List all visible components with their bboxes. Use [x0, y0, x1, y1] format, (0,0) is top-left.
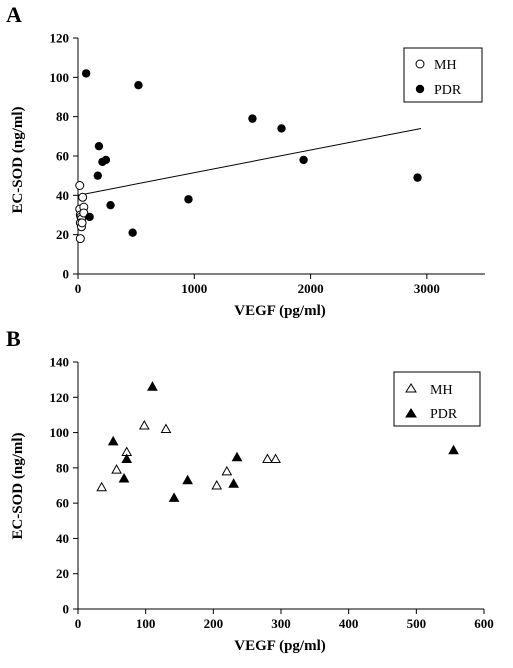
pdr-data-point	[106, 200, 115, 210]
y-tick-label: 100	[50, 425, 70, 440]
mh-data-point	[111, 464, 122, 474]
mh-data-point	[78, 192, 88, 202]
y-tick-label: 100	[50, 70, 70, 85]
panel-a-points	[75, 69, 422, 244]
y-tick-label: 120	[50, 390, 70, 405]
pdr-data-point	[101, 155, 111, 165]
y-tick-label: 0	[63, 267, 70, 282]
y-tick-label: 60	[56, 149, 69, 164]
panel-a-legend-mh-label: MH	[434, 58, 457, 73]
pdr-data-point	[94, 141, 104, 151]
pdr-data-point	[248, 114, 257, 123]
panel-a-legend: MH PDR	[403, 47, 483, 103]
panel-b-legend-mh-marker	[405, 383, 417, 393]
x-tick-label: 2000	[298, 281, 324, 296]
x-tick-label: 500	[407, 616, 427, 631]
panel-a-legend-pdr-marker	[415, 84, 425, 94]
x-tick-label: 400	[339, 616, 359, 631]
panel-a-x-axis-title: VEGF (pg/ml)	[234, 303, 326, 319]
pdr-data-point	[277, 124, 286, 133]
panel-a-legend-box	[403, 47, 483, 103]
y-tick-label: 60	[56, 496, 69, 511]
y-tick-label: 40	[56, 188, 69, 203]
mh-data-point	[262, 453, 273, 464]
panel-b-y-ticks: 0 20 40 60 80 100 120 140	[50, 355, 78, 617]
x-tick-label: 300	[271, 616, 291, 631]
pdr-data-point	[231, 451, 243, 462]
panel-b-y-axis-title: EC-SOD (ng/ml)	[10, 432, 26, 539]
y-tick-label: 120	[50, 31, 70, 46]
pdr-data-point	[413, 173, 422, 182]
mh-data-point	[75, 181, 85, 190]
mh-data-point	[138, 419, 150, 430]
y-tick-label: 20	[56, 566, 69, 581]
panel-a-legend-mh-marker	[415, 59, 425, 69]
mh-data-point	[77, 218, 87, 228]
pdr-data-point	[299, 155, 308, 165]
mh-data-point	[96, 481, 108, 492]
y-tick-label: 140	[50, 355, 70, 370]
panel-a-letter: A	[6, 2, 22, 27]
panel-b-letter: B	[6, 326, 21, 351]
panel-b: B 0 20 40 60 80 100 120 140 0 100 200 300 400 500 600…	[6, 326, 494, 654]
panel-a-legend-pdr-label: PDR	[434, 83, 462, 98]
panel-b-legend-pdr-label: PDR	[430, 407, 458, 422]
panel-b-x-ticks: 0 100 200 300 400 500 600	[75, 609, 494, 631]
panel-b-legend: MH PDR	[393, 371, 481, 427]
panel-b-points	[96, 381, 459, 502]
pdr-data-point	[134, 81, 143, 90]
pdr-data-point	[228, 478, 239, 488]
pdr-data-point	[182, 474, 193, 485]
panel-a: A 0 20 40 60 80 100 120 0 1000 2000 3000 VEGF (pg…	[6, 2, 485, 319]
y-tick-label: 20	[56, 227, 69, 242]
y-tick-label: 80	[56, 109, 69, 124]
panel-a-trendline	[77, 127, 422, 196]
panel-b-legend-mh-label: MH	[430, 383, 453, 398]
pdr-data-point	[85, 212, 94, 222]
panel-b-legend-pdr-marker	[405, 408, 417, 418]
mh-data-point	[270, 453, 281, 464]
x-tick-label: 0	[75, 281, 82, 296]
mh-data-point	[79, 208, 89, 218]
pdr-data-point	[107, 435, 119, 446]
panel-b-x-axis-title: VEGF (pg/ml)	[234, 638, 326, 654]
x-tick-label: 0	[75, 616, 82, 631]
panel-a-y-ticks: 0 20 40 60 80 100 120	[50, 31, 78, 282]
pdr-data-point	[118, 472, 130, 483]
mh-data-point	[75, 234, 85, 244]
pdr-data-point	[81, 69, 91, 78]
panel-a-y-axis-title: EC-SOD (ng/ml)	[10, 106, 26, 213]
pdr-data-point	[128, 228, 137, 237]
x-tick-label: 600	[474, 616, 494, 631]
x-tick-label: 3000	[414, 281, 440, 296]
pdr-data-point	[121, 453, 133, 464]
pdr-data-point	[168, 492, 180, 502]
panel-a-x-ticks: 0 1000 2000 3000	[75, 274, 440, 296]
y-tick-label: 80	[56, 460, 69, 475]
y-tick-label: 0	[63, 602, 70, 617]
pdr-data-point	[184, 195, 193, 204]
mh-data-point	[160, 423, 172, 434]
pdr-data-point	[448, 444, 459, 455]
mh-data-point	[221, 465, 233, 476]
pdr-data-point	[147, 381, 158, 391]
x-tick-label: 1000	[181, 281, 207, 296]
x-tick-label: 200	[204, 616, 224, 631]
y-tick-label: 40	[56, 531, 69, 546]
x-tick-label: 100	[136, 616, 156, 631]
pdr-data-point	[93, 171, 102, 180]
mh-data-point	[211, 479, 223, 490]
